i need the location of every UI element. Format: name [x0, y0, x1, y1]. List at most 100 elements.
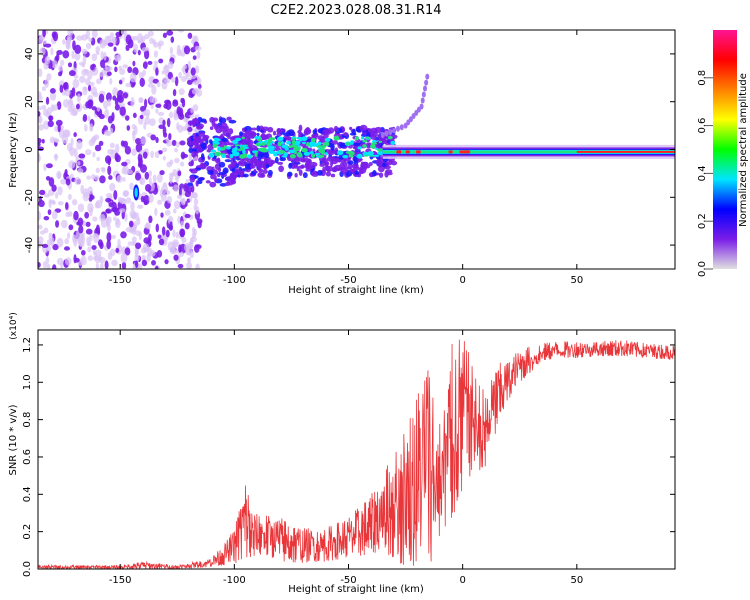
band-core [387, 135, 393, 140]
noise-dot [165, 229, 170, 238]
band-core [270, 146, 275, 151]
band-core [372, 139, 377, 143]
noise-dot [156, 249, 163, 258]
noise-dot [60, 219, 68, 229]
band-dot [212, 117, 219, 122]
band-core [242, 149, 246, 155]
snr-y-ticks: 0.0 0.2 0.4 0.6 0.8 1.0 1.2 [22, 337, 675, 577]
noise-dot [183, 64, 188, 70]
band-core [362, 144, 367, 148]
noise-dot [118, 79, 123, 85]
band-core [226, 146, 231, 150]
noise-dot [177, 170, 182, 177]
noise-dot [141, 110, 148, 116]
noise-dot [144, 98, 148, 109]
noise-dot [128, 220, 134, 228]
noise-dot [38, 36, 43, 45]
noise-dot [57, 124, 61, 133]
noise-dot [65, 178, 71, 186]
band-core [345, 142, 351, 146]
noise-dot [194, 65, 200, 74]
noise-dot [56, 237, 64, 248]
snr-scale-label: (x10⁴) [9, 312, 19, 339]
noise-dot [154, 151, 160, 159]
band-dot [376, 158, 382, 165]
noise-dot [143, 200, 148, 206]
band-dot [251, 127, 258, 131]
noise-dot [138, 72, 144, 79]
noise-dot [122, 190, 129, 197]
noise-dot [91, 106, 97, 111]
noise-dot [56, 257, 64, 266]
band-dot [209, 126, 214, 130]
noise-dot [186, 261, 193, 269]
blue-blob-core [134, 187, 138, 198]
noise-dot [60, 59, 65, 66]
snr-frame [37, 329, 676, 570]
noise-dot [104, 64, 108, 75]
noise-dot [99, 39, 106, 49]
noise-dot [113, 216, 117, 221]
noise-dot [107, 165, 112, 176]
band-dot [225, 177, 230, 181]
noise-dot [109, 142, 115, 149]
noise-dot [189, 239, 194, 248]
noise-dot [43, 261, 47, 269]
noise-dot [82, 86, 88, 91]
noise-dot [162, 32, 168, 39]
noise-dot [100, 59, 106, 68]
band-core [324, 137, 331, 142]
noise-dot [118, 208, 126, 213]
noise-dot [178, 71, 182, 79]
band-dot [354, 170, 360, 175]
noise-dot [112, 87, 119, 97]
x-tick-label: -150 [109, 275, 132, 286]
band-dot [347, 145, 353, 149]
noise-dot [159, 170, 165, 176]
branch-dot [414, 109, 419, 116]
band-core [229, 154, 234, 159]
noise-dot [87, 186, 93, 195]
y-tick-label: 20 [24, 95, 35, 108]
band-dot [246, 138, 250, 145]
band-dot [333, 125, 339, 132]
noise-dot [168, 181, 174, 187]
noise-dot [132, 60, 136, 67]
y-tick-label: 0.8 [22, 412, 33, 428]
band-dot [324, 128, 332, 135]
noise-dot [137, 49, 141, 56]
noise-dot [190, 106, 194, 114]
noise-dot [166, 30, 174, 36]
noise-dot [155, 67, 159, 76]
noise-dot [77, 203, 85, 213]
snr-y-label: SNR (10 * v/v) [8, 404, 19, 475]
noise-dot [162, 119, 166, 127]
noise-dot [154, 60, 158, 65]
band-core [288, 149, 296, 154]
band-dot [306, 158, 312, 165]
band-dot [242, 173, 249, 178]
x-tick-label: -150 [109, 575, 132, 586]
colorbar-tick-label: 0.8 [697, 70, 708, 86]
noise-dot [55, 138, 60, 144]
branch-dot [424, 79, 429, 86]
noise-dot [57, 186, 63, 196]
noise-dot [41, 243, 49, 248]
noise-dot [148, 76, 154, 84]
band-dot [368, 162, 373, 166]
noise-dot [120, 231, 127, 239]
band-dot [311, 170, 318, 175]
y-tick-label: 1.0 [22, 374, 33, 390]
noise-dot [64, 238, 70, 245]
noise-dot [62, 82, 68, 90]
noise-dot [124, 115, 130, 121]
band-core [270, 151, 276, 154]
noise-dot [76, 35, 84, 41]
band-dot [359, 124, 368, 132]
band-dot [264, 159, 269, 164]
noise-dot [158, 42, 162, 50]
colorbar-gradient [713, 30, 737, 269]
band-core [266, 148, 272, 151]
band-dot [207, 144, 215, 151]
noise-dot [121, 161, 128, 167]
